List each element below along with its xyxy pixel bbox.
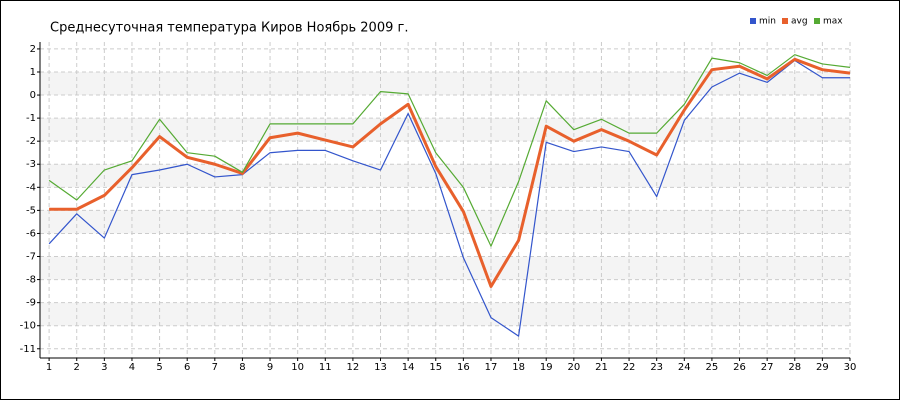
x-tick-label: 5 <box>156 362 162 373</box>
x-tick-label: 6 <box>184 362 190 373</box>
x-tick-label: 9 <box>267 362 273 373</box>
chart-title: Среднесуточная температура Киров Ноябрь … <box>50 21 408 36</box>
x-tick-label: 2 <box>74 362 80 373</box>
x-tick-label: 15 <box>429 362 442 373</box>
x-tick-label: 21 <box>595 362 608 373</box>
y-tick-label: -1 <box>26 113 36 124</box>
y-tick-label: 1 <box>30 67 36 78</box>
x-tick-label: 29 <box>816 362 829 373</box>
x-tick-label: 11 <box>319 362 332 373</box>
x-tick-label: 26 <box>733 362 746 373</box>
x-tick-label: 22 <box>623 362 636 373</box>
x-tick-label: 27 <box>761 362 774 373</box>
grid-band <box>40 71 850 96</box>
y-tick-label: -6 <box>26 228 36 239</box>
series-line <box>48 54 851 247</box>
legend-swatch <box>814 18 820 24</box>
legend-label: max <box>823 17 843 27</box>
y-tick-label: -4 <box>26 182 36 193</box>
series-line <box>49 57 851 288</box>
grid-band <box>40 210 850 234</box>
series-line <box>48 59 850 337</box>
y-tick-label: -2 <box>26 136 36 147</box>
legend-swatch <box>750 18 756 24</box>
x-tick-label: 1 <box>46 362 52 373</box>
x-tick-label: 8 <box>239 362 245 373</box>
y-tick-label: -3 <box>26 159 36 170</box>
x-tick-label: 16 <box>457 362 470 373</box>
y-tick-label: -5 <box>26 205 36 216</box>
legend-label: avg <box>791 17 808 27</box>
x-tick-label: 17 <box>485 362 498 373</box>
x-tick-label: 24 <box>678 362 691 373</box>
y-tick-label: 2 <box>30 44 36 55</box>
x-tick-label: 7 <box>212 362 218 373</box>
y-tick-label: -11 <box>20 344 36 355</box>
x-tick-label: 14 <box>402 362 415 373</box>
x-tick-label: 19 <box>540 362 553 373</box>
legend-swatch <box>782 18 788 24</box>
x-tick-label: 3 <box>101 362 107 373</box>
y-tick-label: -10 <box>20 321 36 332</box>
x-tick-label: 25 <box>706 362 719 373</box>
y-tick-label: -7 <box>26 252 36 263</box>
x-tick-label: 20 <box>567 362 580 373</box>
x-tick-label: 13 <box>374 362 387 373</box>
grid-band <box>40 302 850 326</box>
x-tick-label: 4 <box>129 362 135 373</box>
x-tick-label: 18 <box>512 362 525 373</box>
y-tick-label: -9 <box>26 298 36 309</box>
x-tick-label: 10 <box>291 362 304 373</box>
x-tick-label: 28 <box>788 362 801 373</box>
x-tick-label: 30 <box>844 362 857 373</box>
x-tick-label: 23 <box>650 362 663 373</box>
y-tick-label: -8 <box>26 275 36 286</box>
y-tick-label: 0 <box>30 90 36 101</box>
grid-band <box>40 256 850 280</box>
legend-label: min <box>759 17 776 27</box>
x-tick-label: 12 <box>347 362 360 373</box>
